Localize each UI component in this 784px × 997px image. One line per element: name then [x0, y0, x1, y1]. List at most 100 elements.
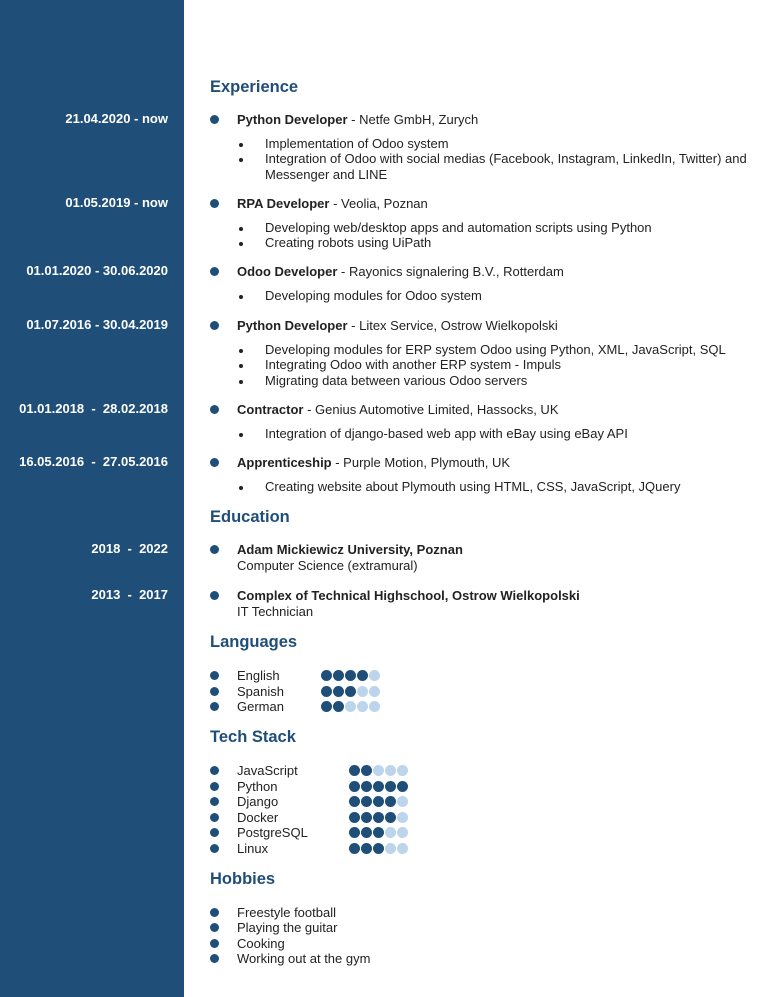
- degree: Computer Science (extramural): [237, 557, 418, 573]
- tech-item: Django: [210, 794, 772, 810]
- experience-date: 21.04.2020 - now: [65, 111, 168, 126]
- tech-name: JavaScript: [237, 763, 298, 778]
- bullet-icon: [210, 923, 219, 933]
- hobby-item: Freestyle football: [210, 905, 772, 921]
- rating-dots: [321, 670, 380, 681]
- bullet-icon: [210, 545, 219, 554]
- tech-name: Linux: [237, 841, 269, 856]
- empty-dot-icon: [397, 796, 408, 808]
- employer: - Rayonics signalering B.V., Rotterdam: [337, 264, 564, 279]
- empty-dot-icon: [357, 701, 368, 713]
- task-item: Implementation of Odoo system: [239, 136, 772, 152]
- task-list: Developing modules for Odoo system: [210, 288, 772, 304]
- job-title: RPA Developer: [237, 196, 330, 211]
- filled-dot-icon: [385, 780, 396, 792]
- filled-dot-icon: [321, 685, 332, 697]
- rating-dots: [349, 843, 408, 854]
- job-title: Python Developer: [237, 112, 348, 127]
- empty-dot-icon: [357, 685, 368, 697]
- rating-dots: [349, 780, 408, 792]
- empty-dot-icon: [369, 701, 380, 713]
- rating-dots: [349, 796, 408, 808]
- section-heading-education: Education: [210, 508, 290, 526]
- experience-entry: Apprenticeship - Purple Motion, Plymouth…: [210, 455, 772, 494]
- experience-entry: Python Developer - Netfe GmbH, Zurych Imp…: [210, 112, 772, 182]
- task-item: Developing web/desktop apps and automati…: [239, 220, 772, 236]
- tech-name: Django: [237, 794, 279, 810]
- employer: - Veolia, Poznan: [329, 196, 428, 211]
- job-title: Apprenticeship: [237, 455, 332, 470]
- hobby-name: Playing the guitar: [237, 920, 338, 936]
- empty-dot-icon: [397, 827, 408, 839]
- filled-dot-icon: [349, 765, 360, 776]
- task-list: Developing web/desktop apps and automati…: [210, 220, 772, 251]
- job-title: Python Developer: [237, 318, 348, 333]
- filled-dot-icon: [373, 843, 384, 854]
- education-text: Adam Mickiewicz University, Poznan Comput…: [237, 542, 772, 573]
- education-entry: Adam Mickiewicz University, Poznan Comput…: [210, 542, 772, 573]
- tech-item: PostgreSQL: [210, 825, 772, 841]
- experience-date: 01.01.2020 - 30.06.2020: [26, 263, 168, 278]
- task-item: Integrating Odoo with another ERP system…: [239, 357, 772, 373]
- task-item: Integration of Odoo with social medias (…: [239, 151, 772, 182]
- bullet-icon: [210, 267, 219, 276]
- bullet-icon: [210, 828, 219, 838]
- filled-dot-icon: [321, 670, 332, 681]
- filled-dot-icon: [373, 811, 384, 823]
- filled-dot-icon: [349, 827, 360, 839]
- empty-dot-icon: [373, 765, 384, 776]
- education-text: Complex of Technical Highschool, Ostrow …: [237, 588, 772, 619]
- languages-item: English: [210, 668, 772, 684]
- filled-dot-icon: [373, 827, 384, 839]
- section-heading-hobbies: Hobbies: [210, 870, 276, 888]
- languages-item: German: [210, 699, 772, 715]
- rating-dots: [349, 765, 408, 776]
- experience-heading: Apprenticeship - Purple Motion, Plymouth…: [237, 455, 772, 471]
- rating-dots: [349, 827, 408, 839]
- bullet-icon: [210, 781, 219, 791]
- rating-dots: [321, 685, 380, 697]
- bullet-icon: [210, 671, 219, 680]
- bullet-icon: [210, 702, 219, 712]
- empty-dot-icon: [385, 765, 396, 776]
- experience-heading: Contractor - Genius Automotive Limited, …: [237, 402, 772, 418]
- job-title: Odoo Developer: [237, 264, 338, 279]
- experience-entry: RPA Developer - Veolia, Poznan Developing…: [210, 196, 772, 251]
- bullet-icon: [210, 954, 219, 964]
- filled-dot-icon: [345, 670, 356, 681]
- bullet-icon: [210, 321, 219, 330]
- experience-entry: Python Developer - Litex Service, Ostrow…: [210, 318, 772, 388]
- education-entry: Complex of Technical Highschool, Ostrow …: [210, 588, 772, 619]
- section-heading-tech: Tech Stack: [210, 728, 296, 746]
- task-item: Developing modules for Odoo system: [239, 288, 772, 304]
- bullet-icon: [210, 115, 219, 124]
- languages-item: Spanish: [210, 684, 772, 700]
- languages-name: Spanish: [237, 683, 284, 699]
- languages-name: English: [237, 668, 280, 683]
- bullet-icon: [210, 766, 219, 775]
- experience-heading: Odoo Developer - Rayonics signalering B.…: [237, 264, 772, 280]
- bullet-icon: [210, 908, 219, 917]
- bullet-icon: [210, 686, 219, 696]
- filled-dot-icon: [357, 670, 368, 681]
- rating-dots: [349, 811, 408, 823]
- employer: - Litex Service, Ostrow Wielkopolski: [347, 318, 558, 333]
- employer: - Genius Automotive Limited, Hassocks, U…: [303, 402, 559, 417]
- empty-dot-icon: [385, 827, 396, 839]
- hobby-name: Cooking: [237, 935, 285, 951]
- filled-dot-icon: [361, 827, 372, 839]
- school-name: Complex of Technical Highschool, Ostrow …: [237, 588, 580, 603]
- bullet-icon: [210, 591, 219, 600]
- employer: - Netfe GmbH, Zurych: [347, 112, 479, 127]
- task-item: Creating website about Plymouth using HT…: [239, 479, 772, 495]
- task-list: Implementation of Odoo system Integration…: [210, 136, 772, 183]
- bullet-icon: [210, 812, 219, 822]
- filled-dot-icon: [349, 843, 360, 854]
- experience-heading: RPA Developer - Veolia, Poznan: [237, 196, 772, 212]
- job-title: Contractor: [237, 402, 304, 417]
- bullet-icon: [210, 938, 219, 948]
- filled-dot-icon: [333, 670, 344, 681]
- bullet-icon: [210, 797, 219, 807]
- employer: - Purple Motion, Plymouth, UK: [331, 455, 511, 470]
- education-date: 2013 - 2017: [91, 587, 168, 602]
